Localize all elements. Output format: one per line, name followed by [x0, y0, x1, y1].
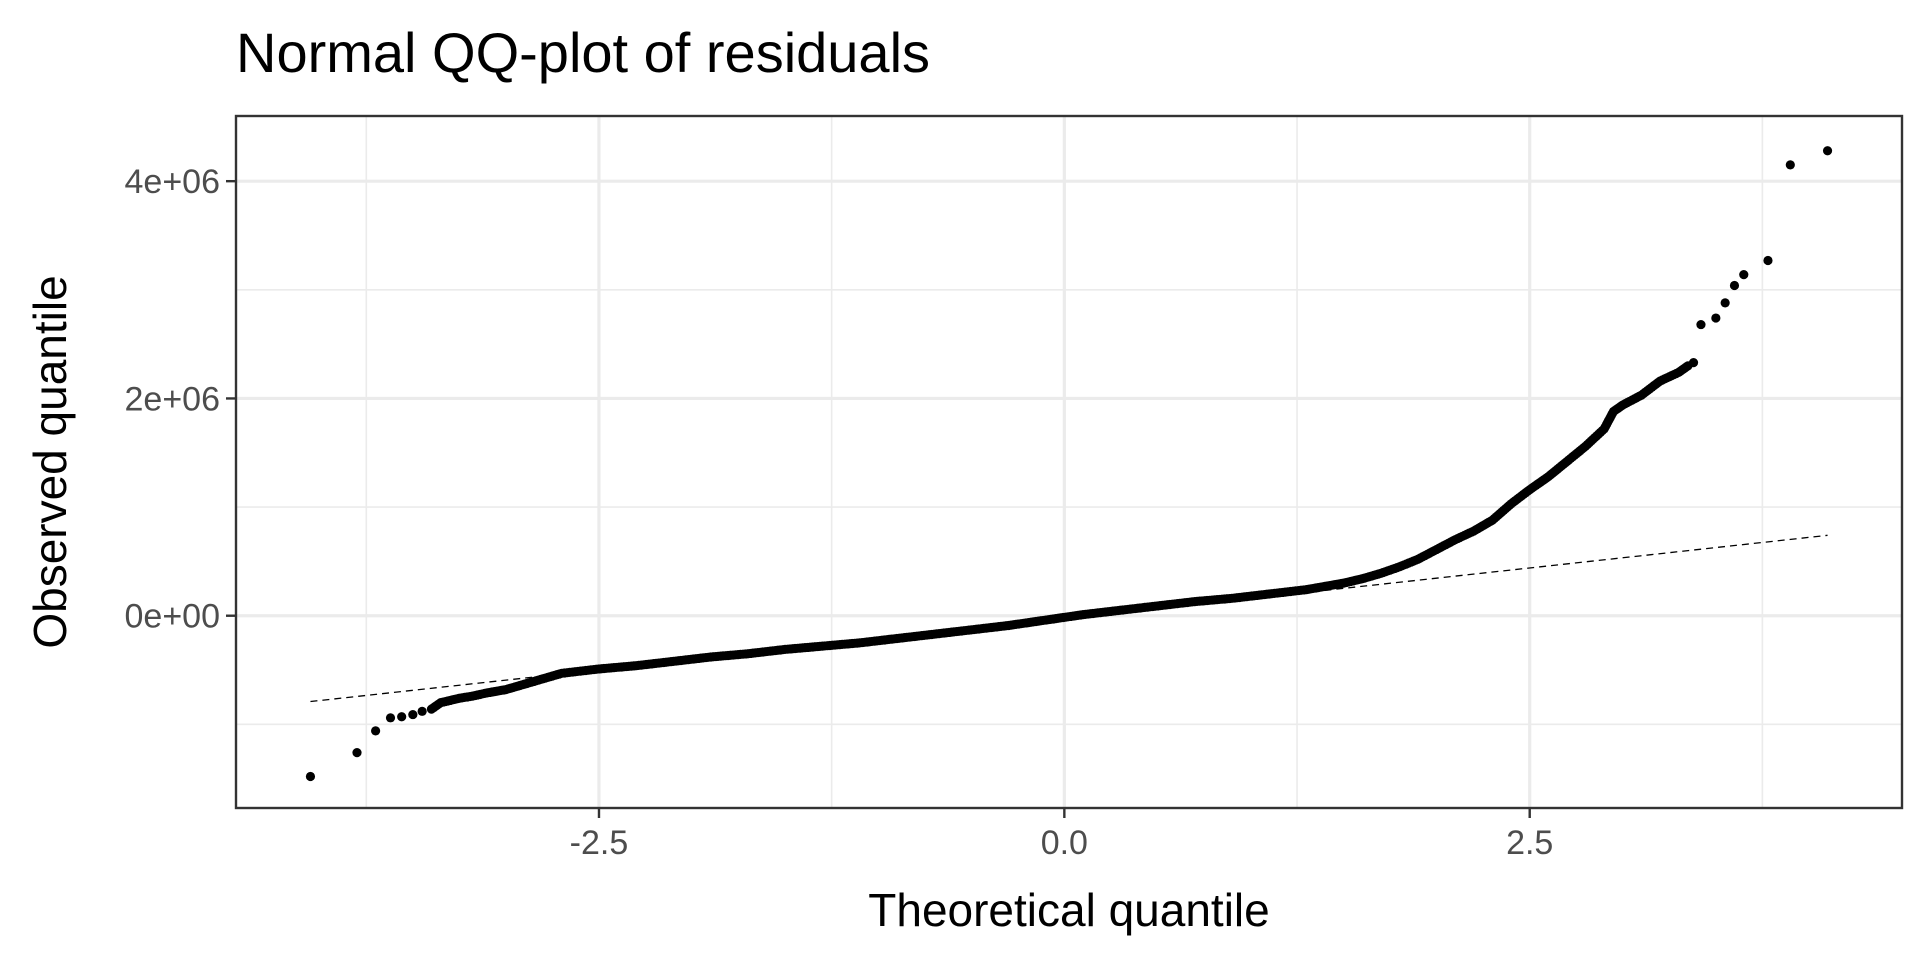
x-axis-title: Theoretical quantile [868, 884, 1269, 936]
plot-panel [234, 114, 1904, 810]
data-point [397, 712, 407, 722]
data-point [1785, 160, 1795, 170]
y-tick-label: 2e+06 [125, 380, 221, 418]
data-point [1822, 146, 1833, 156]
data-point [305, 771, 316, 782]
y-tick-label: 4e+06 [125, 163, 221, 201]
y-tick-label: 0e+00 [125, 598, 221, 636]
data-point [1729, 280, 1740, 291]
chart-title: Normal QQ-plot of residuals [236, 21, 930, 84]
data-point [1763, 255, 1773, 266]
data-point [417, 706, 427, 716]
x-tick-label: 2.5 [1506, 824, 1553, 862]
data-point [1688, 357, 1699, 368]
axis-ticks: -2.5 0.0 2.5 0e+00 2e+06 4e+06 [125, 163, 1554, 862]
y-axis-title: Observed quantile [24, 275, 76, 648]
data-point [1711, 313, 1721, 323]
x-tick-label: -2.5 [570, 824, 629, 862]
data-point [1696, 319, 1706, 330]
data-point [408, 709, 418, 720]
data-point [1720, 298, 1730, 308]
data-point [352, 747, 362, 758]
grid-lines [236, 116, 1902, 808]
x-tick-label: 0.0 [1041, 824, 1088, 862]
data-point [385, 713, 396, 723]
data-point [1739, 270, 1749, 280]
data-point [371, 726, 381, 736]
data-points [305, 146, 1833, 782]
